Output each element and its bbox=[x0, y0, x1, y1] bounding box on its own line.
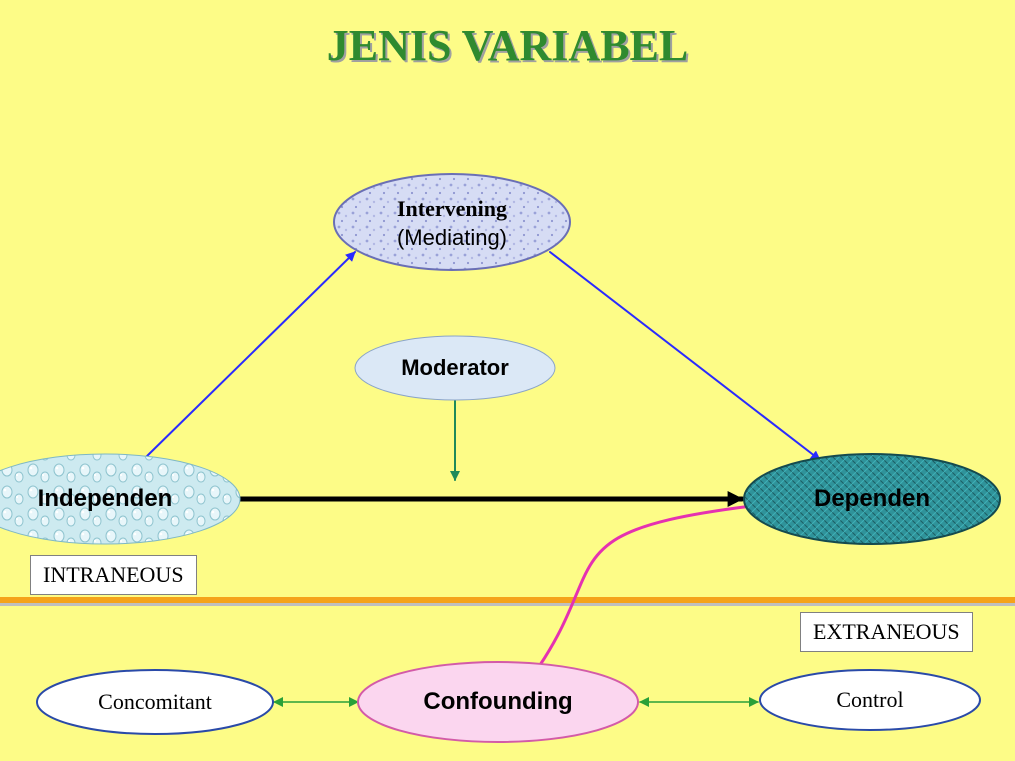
label-dependen: Dependen bbox=[744, 485, 1000, 513]
label-extraneous: EXTRANEOUS bbox=[800, 612, 973, 652]
text-overlay: JENIS VARIABEL Intervening(Mediating) Mode… bbox=[0, 0, 1015, 756]
label-confounding: Confounding bbox=[358, 688, 638, 716]
label-moderator: Moderator bbox=[355, 355, 555, 381]
label-intervening: Intervening(Mediating) bbox=[334, 196, 570, 254]
label-independen: Independen bbox=[0, 485, 240, 513]
label-concomitant: Concomitant bbox=[37, 689, 273, 715]
label-control: Control bbox=[760, 687, 980, 713]
diagram-stage: JENIS VARIABEL Intervening(Mediating) Mode… bbox=[0, 0, 1015, 756]
page-title: JENIS VARIABEL bbox=[0, 20, 1015, 71]
label-intraneous: INTRANEOUS bbox=[30, 555, 197, 595]
